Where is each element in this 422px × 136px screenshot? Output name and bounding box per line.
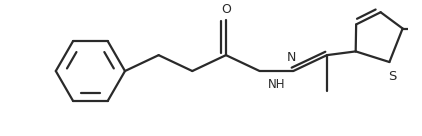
Text: S: S xyxy=(388,69,396,83)
Text: O: O xyxy=(221,3,231,16)
Text: NH: NH xyxy=(268,78,285,91)
Text: N: N xyxy=(287,51,296,64)
